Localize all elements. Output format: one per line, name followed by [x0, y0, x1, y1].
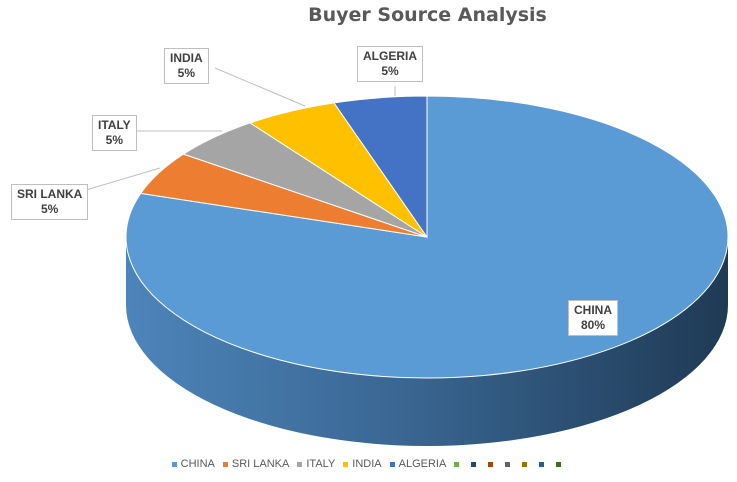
data-label-sri-lanka: SRI LANKA 5%	[11, 184, 89, 220]
leader-lines	[85, 67, 396, 191]
legend-swatch	[471, 461, 477, 467]
pie-side-china	[126, 237, 728, 446]
legend-swatch	[343, 461, 349, 467]
legend-swatch	[505, 461, 511, 467]
legend-item	[505, 458, 514, 470]
legend-swatch	[222, 461, 228, 467]
pie-side-wall	[126, 237, 728, 446]
data-label-value: 5%	[381, 64, 399, 78]
data-label-category: SRI LANKA	[17, 187, 83, 201]
data-label-italy: ITALY 5%	[92, 115, 137, 151]
legend-item: ITALY	[297, 458, 335, 470]
legend-swatch	[556, 461, 562, 467]
data-label-algeria: ALGERIA 5%	[357, 46, 423, 82]
data-label-india: INDIA 5%	[164, 48, 209, 84]
legend-item: ALGERIA	[389, 458, 447, 470]
legend-label: INDIA	[352, 458, 382, 470]
chart-title: Buyer Source Analysis	[308, 4, 547, 26]
legend-item	[488, 458, 497, 470]
data-label-value: 80%	[580, 318, 606, 332]
leader-line-sri-lanka	[85, 167, 161, 191]
legend-item: SRI LANKA	[222, 458, 290, 470]
legend-item: CHINA	[171, 458, 215, 470]
legend-item	[556, 458, 565, 470]
legend-label: ITALY	[306, 458, 336, 470]
data-label-category: ITALY	[98, 118, 131, 132]
data-label-china: CHINA 80%	[568, 300, 618, 336]
leader-line-india	[214, 67, 306, 107]
data-label-category: INDIA	[170, 51, 203, 65]
legend-swatch	[522, 461, 528, 467]
legend-swatch	[171, 461, 177, 467]
legend-item	[454, 458, 463, 470]
legend-item	[522, 458, 531, 470]
legend-item: INDIA	[343, 458, 382, 470]
legend-label: ALGERIA	[398, 458, 447, 470]
legend-swatch	[297, 461, 303, 467]
data-label-value: 5%	[177, 66, 195, 80]
legend: CHINA SRI LANKA ITALY INDIA ALGERIA	[0, 458, 737, 470]
pie-slice-algeria	[333, 95, 428, 239]
legend-swatch	[488, 461, 494, 467]
data-label-category: CHINA	[574, 303, 612, 317]
legend-swatch	[389, 461, 395, 467]
data-label-value: 5%	[41, 202, 59, 216]
pie-top-face	[125, 95, 729, 379]
legend-swatch	[539, 461, 545, 467]
legend-label: SRI LANKA	[231, 458, 290, 470]
data-label-category: ALGERIA	[363, 49, 417, 63]
legend-swatch	[454, 461, 460, 467]
data-label-value: 5%	[105, 133, 123, 147]
legend-item	[471, 458, 480, 470]
legend-label: CHINA	[180, 458, 215, 470]
legend-item	[539, 458, 548, 470]
